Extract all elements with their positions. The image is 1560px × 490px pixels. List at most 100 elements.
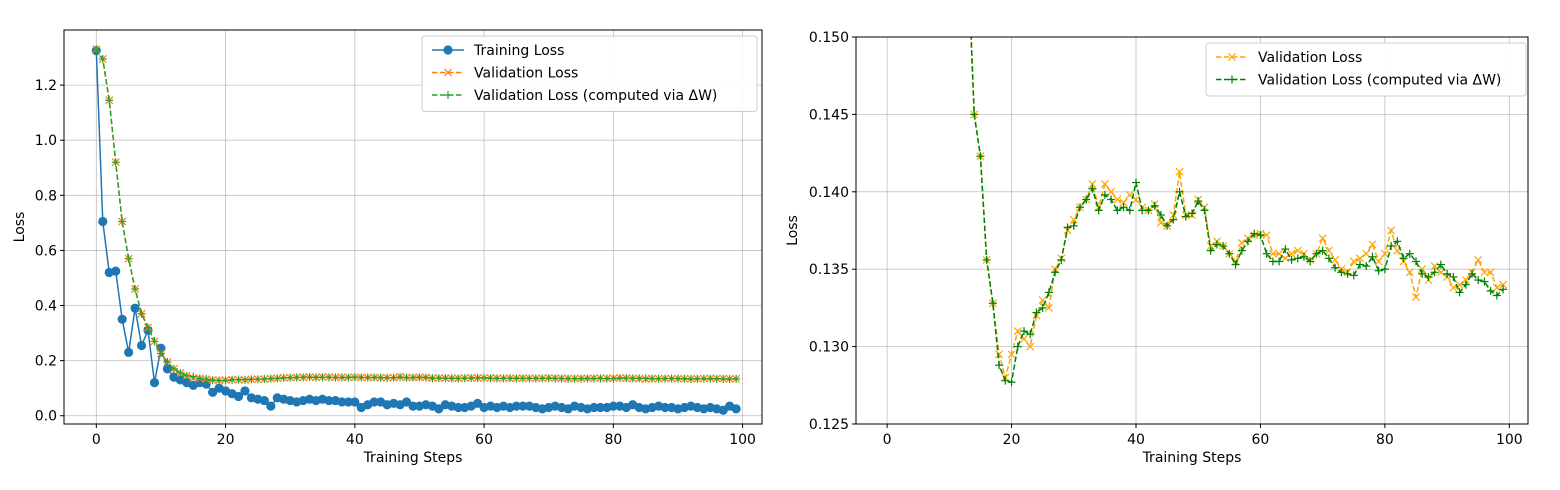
data-point <box>1107 187 1116 196</box>
data-point <box>1169 215 1178 224</box>
data-point <box>988 299 997 308</box>
data-point <box>259 395 269 406</box>
data-point <box>233 391 244 402</box>
y-tick-label: 0.2 <box>35 354 57 370</box>
data-point <box>1113 195 1122 204</box>
x-tick-label: 40 <box>346 432 364 448</box>
y-tick-label: 0.130 <box>809 340 849 356</box>
data-point <box>1331 263 1340 272</box>
data-point <box>731 404 741 414</box>
data-point <box>1044 303 1053 312</box>
data-point <box>1387 226 1396 235</box>
y-tick-label: 0.150 <box>809 30 849 46</box>
data-point <box>1013 327 1022 336</box>
data-point <box>1156 211 1165 220</box>
y-axis: 0.0 0.2 0.4 0.6 0.8 1.0 1.2 <box>35 78 64 425</box>
data-point <box>202 375 211 384</box>
data-point <box>1374 257 1383 266</box>
legend-label: Validation Loss (computed via ΔW) <box>1258 73 1501 89</box>
data-point <box>1044 288 1053 297</box>
data-point <box>1393 237 1402 246</box>
data-point <box>1131 195 1141 204</box>
legend-marker <box>444 91 452 99</box>
data-point <box>1331 255 1340 264</box>
data-point <box>169 364 178 373</box>
data-point <box>1449 272 1458 281</box>
data-point <box>1225 249 1234 258</box>
data-point <box>1486 286 1495 295</box>
data-point <box>124 347 134 357</box>
data-point <box>1020 327 1028 336</box>
data-point <box>1499 280 1508 289</box>
data-point <box>1181 212 1190 221</box>
axes-frame <box>63 29 763 425</box>
legend-label: Training Loss <box>473 43 564 59</box>
data-point <box>1107 195 1116 204</box>
data-point <box>1063 223 1072 232</box>
data-point <box>1418 265 1427 274</box>
data-point <box>1013 342 1022 351</box>
x-tick-label: 60 <box>475 432 493 448</box>
data-point <box>1281 245 1290 254</box>
data-point <box>1281 254 1290 263</box>
data-point <box>1051 268 1060 277</box>
y-tick-label: 1.0 <box>35 133 57 149</box>
data-point <box>118 217 127 226</box>
data-point <box>149 378 160 388</box>
y-tick-label: 0.125 <box>809 417 849 433</box>
data-point <box>1312 249 1321 258</box>
data-point <box>137 309 146 318</box>
x-tick-label: 80 <box>604 432 622 448</box>
y-tick-label: 0.135 <box>809 262 849 278</box>
data-point <box>1306 257 1315 266</box>
data-point <box>1405 268 1414 277</box>
data-point <box>111 266 121 276</box>
data-point <box>1088 184 1097 193</box>
legend-item: Validation Loss <box>432 66 578 82</box>
data-point <box>1175 167 1184 176</box>
legend-item: Training Loss <box>432 43 564 59</box>
y-axis-label: Loss <box>785 215 801 246</box>
y-tick-label: 0.0 <box>35 409 57 425</box>
data-point <box>1461 276 1470 285</box>
data-point <box>163 358 172 367</box>
data-point <box>1026 330 1035 339</box>
data-point <box>1337 268 1346 277</box>
legend: Training Loss Validation Loss Validation L… <box>421 35 758 112</box>
data-point <box>434 404 444 414</box>
data-point <box>1007 350 1016 359</box>
data-point <box>1200 206 1209 215</box>
data-point <box>1362 262 1371 271</box>
data-point <box>1443 269 1452 278</box>
series-validation-loss-computed-via-w <box>970 37 1508 387</box>
data-point <box>117 314 127 324</box>
data-point <box>1480 277 1489 286</box>
data-point <box>136 340 147 351</box>
data-point <box>1300 252 1308 261</box>
data-point <box>1244 237 1252 246</box>
data-point <box>1206 241 1215 251</box>
data-point <box>1212 240 1221 249</box>
axes-frame <box>855 36 1529 425</box>
data-point <box>98 216 108 227</box>
data-point <box>1474 276 1483 285</box>
series-line <box>970 37 1504 384</box>
chart-2: 0 20 40 60 80 1000.1250.1300.1350.1400.1450.1… <box>785 30 1529 466</box>
data-point <box>970 110 979 119</box>
data-point <box>1082 195 1091 204</box>
data-point <box>1237 246 1246 255</box>
x-tick-label: 0 <box>92 432 101 448</box>
data-point <box>1424 272 1433 281</box>
data-point <box>1119 203 1128 212</box>
data-point <box>473 398 483 408</box>
data-point <box>1486 268 1495 277</box>
data-point <box>105 96 114 105</box>
data-point <box>1436 268 1445 277</box>
data-point <box>1088 180 1097 189</box>
y-tick-label: 0.6 <box>35 243 57 259</box>
data-point <box>1492 283 1501 292</box>
y-tick-label: 0.140 <box>809 185 849 201</box>
data-point <box>1100 190 1109 199</box>
legend: Validation Loss Validation Loss (computed… <box>1205 42 1527 97</box>
